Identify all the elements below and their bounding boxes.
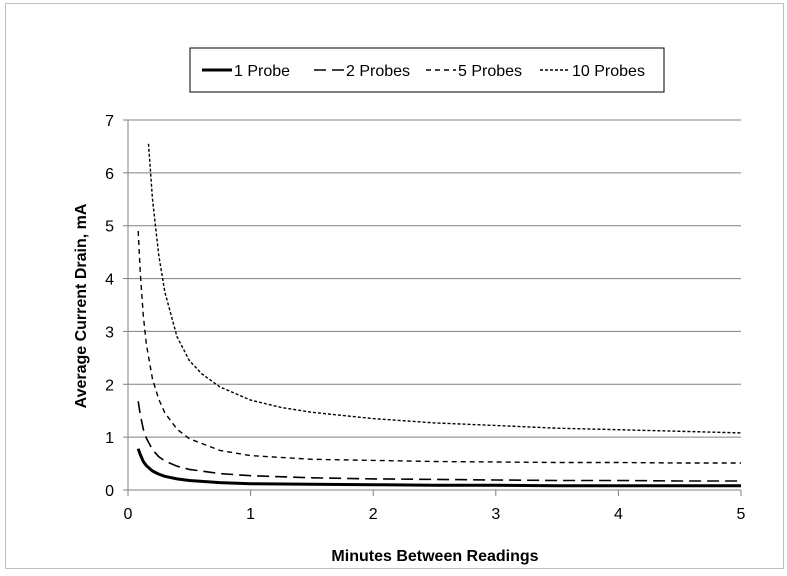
y-axis-title: Average Current Drain, mA <box>73 203 90 408</box>
x-tick-label-4: 4 <box>614 506 623 523</box>
y-tick-label-5: 5 <box>105 219 114 236</box>
series-line-1 <box>136 448 741 488</box>
axes: 0 1 2 3 4 5 6 7 0 1 2 3 4 5 <box>105 113 745 523</box>
y-tick-label-7: 7 <box>105 113 114 130</box>
series-lines <box>136 143 742 488</box>
y-tick-label-1: 1 <box>105 430 114 447</box>
x-tick-label-0: 0 <box>124 506 133 523</box>
x-tick-label-5: 5 <box>737 506 746 523</box>
gridlines <box>128 119 741 438</box>
y-tick-label-0: 0 <box>105 483 114 500</box>
x-tick-label-3: 3 <box>491 506 500 523</box>
legend: 1 Probe 2 Probes 5 Probes 10 Probes <box>189 47 665 93</box>
series-line-2 <box>137 401 741 482</box>
legend-label-2: 2 Probes <box>346 63 410 80</box>
series-line-3 <box>137 230 741 464</box>
chart-frame <box>5 3 784 569</box>
x-axis-title: Minutes Between Readings <box>331 548 538 565</box>
x-tick-label-2: 2 <box>369 506 378 523</box>
legend-label-3: 5 Probes <box>458 63 522 80</box>
legend-label-4: 10 Probes <box>572 63 645 80</box>
series-line-4 <box>147 143 742 434</box>
y-tick-label-4: 4 <box>105 272 114 289</box>
legend-label-1: 1 Probe <box>234 63 290 80</box>
y-tick-label-2: 2 <box>105 377 114 394</box>
x-tick-label-1: 1 <box>246 506 255 523</box>
y-tick-label-3: 3 <box>105 324 114 341</box>
y-tick-label-6: 6 <box>105 166 114 183</box>
